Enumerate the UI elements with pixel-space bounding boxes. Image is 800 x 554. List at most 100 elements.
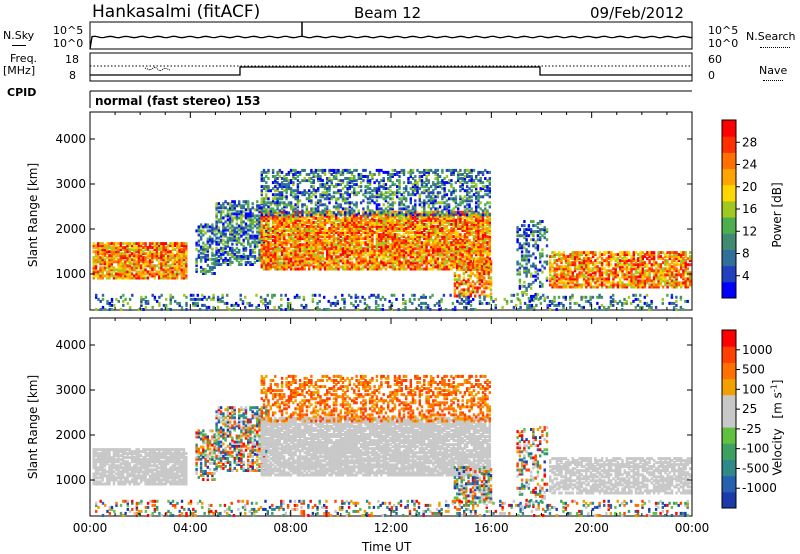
power-echo-early-cell	[142, 242, 145, 246]
power-echo-main-cell	[260, 253, 263, 257]
power-echo-main-cell	[289, 261, 293, 265]
power-echo-upper-cell	[265, 193, 268, 197]
power-echo-main-cell	[339, 265, 342, 269]
power-echo-main-cell	[380, 220, 383, 224]
power-echo-main-cell	[434, 257, 437, 261]
power-echo-upper-cell	[368, 213, 372, 217]
power-echo-main-cell	[407, 251, 410, 255]
power-echo-upper-cell	[380, 193, 383, 197]
power-echo-1530-cell	[462, 272, 466, 276]
power-echo-early-cell	[169, 242, 172, 246]
power-echo-upper-cell	[260, 209, 263, 213]
power-echo-main-cell	[443, 237, 446, 241]
power-echo-4h-cell	[211, 265, 214, 269]
power-echo-main-cell	[326, 235, 329, 239]
power-echo-main-cell	[450, 259, 453, 263]
power-echo-main-cell	[443, 267, 446, 271]
power-echo-6h-cell	[256, 234, 259, 238]
power-echo-upper-cell	[443, 183, 446, 187]
power-echo-main-cell	[260, 241, 263, 245]
power-echo-upper-cell	[314, 203, 318, 207]
power-echo-early-cell	[99, 246, 102, 250]
power-echo-early-cell	[115, 254, 118, 258]
power-echo-6h-cell	[256, 230, 259, 234]
power-echo-main-cell	[301, 229, 304, 232]
power-echo-main-cell	[344, 265, 347, 269]
power-echo-upper-cell	[362, 179, 365, 183]
power-echo-main-cell	[265, 233, 268, 237]
power-echo-main-cell	[420, 255, 424, 259]
power-echo-upper-cell	[434, 213, 437, 217]
power-echo-main-cell	[457, 231, 460, 234]
power-echo-upper-cell	[416, 191, 419, 195]
power-echo-upper-cell	[337, 211, 340, 215]
power-echo-main-cell	[305, 239, 309, 243]
power-echo-upper-cell	[472, 179, 476, 183]
power-echo-upper-cell	[411, 207, 415, 211]
power-echo-main-cell	[389, 216, 392, 220]
power-echo-main-cell	[427, 249, 430, 253]
power-echo-early-cell	[171, 266, 174, 270]
power-echo-upper-cell	[323, 197, 327, 201]
power-echo-main-cell	[280, 265, 284, 269]
power-echo-main-cell	[443, 247, 446, 251]
power-echo-main-cell	[391, 243, 394, 247]
power-echo-upper-cell	[427, 181, 430, 185]
power-echo-upper-cell	[332, 211, 336, 215]
power-echo-6h-cell	[242, 226, 245, 230]
power-echo-upper-cell	[481, 185, 485, 189]
power-echo-main-cell	[466, 227, 469, 230]
power-echo-1530-cell	[469, 276, 472, 280]
nave-legend-line	[763, 80, 783, 81]
power-echo-early-cell	[121, 266, 125, 270]
power-echo-main-cell	[283, 233, 286, 237]
power-echo-6h-cell	[231, 242, 234, 246]
power-echo-main-cell	[438, 229, 442, 232]
power-echo-main-cell	[414, 243, 417, 247]
power-echo-main-cell	[364, 229, 367, 232]
power-echo-main-cell	[396, 247, 399, 251]
power-echo-main-cell	[445, 253, 449, 257]
power-echo-main-cell	[337, 267, 340, 271]
power-echo-1530-cell	[483, 262, 486, 266]
power-echo-upper-cell	[359, 201, 363, 205]
power-echo-6h-cell	[240, 263, 243, 266]
power-echo-upper-cell	[391, 197, 394, 201]
power-echo-6h-cell	[219, 238, 223, 242]
power-echo-main-cell	[337, 247, 340, 251]
power-echo-early-cell	[180, 256, 183, 260]
power-echo-main-cell	[463, 247, 467, 251]
power-echo-main-cell	[269, 237, 272, 241]
power-echo-6h-cell	[231, 234, 234, 238]
power-echo-main-cell	[393, 245, 397, 249]
power-echo-main-cell	[285, 220, 288, 224]
power-echo-main-cell	[308, 218, 311, 222]
power-echo-6h-cell	[229, 230, 232, 234]
power-echo-6h-cell	[242, 248, 245, 252]
power-echo-main-cell	[434, 259, 437, 263]
power-echo-main-cell	[301, 245, 304, 249]
power-echo-upper-cell	[407, 179, 410, 183]
power-echo-upper-cell	[387, 205, 390, 209]
power-echo-main-cell	[407, 224, 410, 228]
power-echo-main-cell	[411, 265, 415, 269]
power-echo-main-cell	[461, 235, 464, 239]
power-echo-upper-cell	[339, 170, 342, 174]
power-echo-early-cell	[160, 262, 163, 266]
power-echo-main-cell	[344, 224, 347, 228]
power-echo-main-cell	[414, 267, 417, 271]
power-echo-upper-cell	[486, 201, 489, 205]
power-echo-main-cell	[391, 218, 394, 222]
freq-strip-frame	[89, 52, 693, 82]
power-echo-main-cell	[400, 239, 403, 243]
power-echo-6h-cell	[258, 208, 261, 212]
power-echo-6h-cell	[233, 248, 236, 252]
power-echo-upper-cell	[321, 211, 324, 215]
power-echo-main-cell	[407, 247, 410, 251]
power-echo-main-cell	[301, 237, 304, 241]
power-echo-main-cell	[312, 237, 315, 241]
power-echo-main-cell	[441, 222, 444, 226]
power-echo-main-cell	[375, 222, 379, 226]
power-echo-upper-cell	[335, 213, 338, 217]
power-echo-upper-cell	[350, 179, 354, 183]
